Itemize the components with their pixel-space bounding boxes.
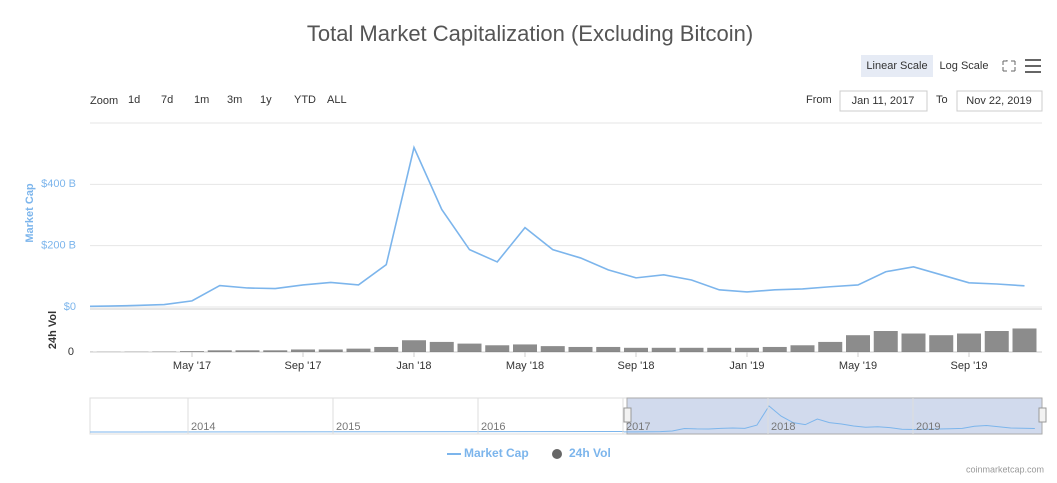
- legend-label[interactable]: 24h Vol: [569, 446, 611, 460]
- x-tick-label: Jan '18: [396, 360, 431, 372]
- navigator-label: 2018: [771, 421, 795, 433]
- volume-bar: [180, 351, 204, 352]
- volume-bar: [624, 348, 648, 352]
- zoom-button[interactable]: 7d: [161, 94, 173, 106]
- legend-symbol: [552, 449, 562, 459]
- volume-bar: [707, 348, 731, 352]
- x-tick-label: Sep '18: [618, 360, 655, 372]
- market-cap-line: [81, 148, 1025, 307]
- credit: coinmarketcap.com: [966, 464, 1044, 474]
- zoom-button[interactable]: YTD: [294, 94, 316, 106]
- log-label[interactable]: Log Scale: [940, 60, 989, 72]
- navigator-label: 2015: [336, 421, 360, 433]
- y2-axis-title: 24h Vol: [47, 311, 59, 349]
- volume-bar: [929, 335, 953, 352]
- y-tick-label: $200 B: [41, 240, 76, 252]
- volume-bar: [291, 349, 315, 352]
- volume-bar: [569, 347, 593, 352]
- volume-bar: [402, 340, 426, 352]
- volume-bar: [1013, 328, 1037, 352]
- x-tick-label: Sep '19: [951, 360, 988, 372]
- menu-icon[interactable]: [1025, 60, 1041, 72]
- linear-label[interactable]: Linear Scale: [866, 60, 927, 72]
- volume-bar: [347, 349, 371, 352]
- y2-tick-label: 0: [68, 346, 74, 358]
- from-label: From: [806, 94, 832, 106]
- volume-bar: [263, 350, 287, 352]
- volume-bar: [485, 345, 509, 352]
- to-label: To: [936, 94, 948, 106]
- from-value[interactable]: Jan 11, 2017: [852, 95, 915, 107]
- navigator-label: 2019: [916, 421, 940, 433]
- y-tick-label: $0: [64, 301, 76, 313]
- navigator-label: 2014: [191, 421, 215, 433]
- volume-bar: [763, 347, 787, 352]
- x-tick-label: May '18: [506, 360, 544, 372]
- volume-bar: [957, 334, 981, 352]
- volume-bar: [458, 344, 482, 352]
- volume-bar: [208, 350, 232, 352]
- zoom-button[interactable]: 1y: [260, 94, 272, 106]
- legend-label[interactable]: Market Cap: [464, 446, 529, 460]
- zoom-button[interactable]: ALL: [327, 94, 347, 106]
- y-axis-title: Market Cap: [24, 183, 36, 243]
- volume-bar: [430, 342, 454, 352]
- volume-bar: [680, 348, 704, 352]
- to-value[interactable]: Nov 22, 2019: [966, 95, 1031, 107]
- zoom-label: Zoom: [90, 95, 118, 107]
- volume-bar: [374, 347, 398, 352]
- navigator-handle[interactable]: [1039, 408, 1046, 422]
- volume-bar: [846, 335, 870, 352]
- x-tick-label: May '17: [173, 360, 211, 372]
- x-tick-label: Jan '19: [729, 360, 764, 372]
- volume-bar: [791, 345, 815, 352]
- navigator-handle[interactable]: [624, 408, 631, 422]
- volume-bar: [236, 350, 260, 352]
- volume-bar: [513, 344, 537, 352]
- volume-bar: [874, 331, 898, 352]
- volume-bar: [902, 334, 926, 352]
- volume-bar: [596, 347, 620, 352]
- zoom-button[interactable]: 1d: [128, 94, 140, 106]
- plot: [69, 148, 1037, 352]
- zoom-button[interactable]: 1m: [194, 94, 209, 106]
- navigator-label: 2016: [481, 421, 505, 433]
- volume-bar: [652, 348, 676, 352]
- volume-bar: [818, 342, 842, 352]
- x-tick-label: Sep '17: [285, 360, 322, 372]
- volume-bar: [319, 349, 343, 352]
- volume-bar: [985, 331, 1009, 352]
- volume-bar: [735, 348, 759, 352]
- navigator-label: 2017: [626, 421, 650, 433]
- chart-title: Total Market Capitalization (Excluding B…: [307, 21, 753, 46]
- volume-bar: [541, 346, 565, 352]
- x-tick-label: May '19: [839, 360, 877, 372]
- zoom-button[interactable]: 3m: [227, 94, 242, 106]
- y-tick-label: $400 B: [41, 178, 76, 190]
- fullscreen-icon[interactable]: [1003, 60, 1015, 71]
